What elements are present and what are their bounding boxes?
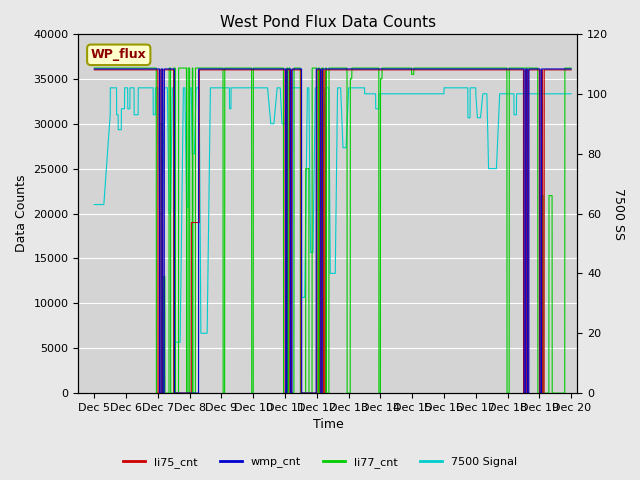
Y-axis label: Data Counts: Data Counts [15,175,28,252]
Y-axis label: 7500 SS: 7500 SS [612,188,625,240]
Text: WP_flux: WP_flux [91,48,147,61]
Legend: li75_cnt, wmp_cnt, li77_cnt, 7500 Signal: li75_cnt, wmp_cnt, li77_cnt, 7500 Signal [118,452,522,472]
Title: West Pond Flux Data Counts: West Pond Flux Data Counts [220,15,436,30]
X-axis label: Time: Time [312,419,343,432]
